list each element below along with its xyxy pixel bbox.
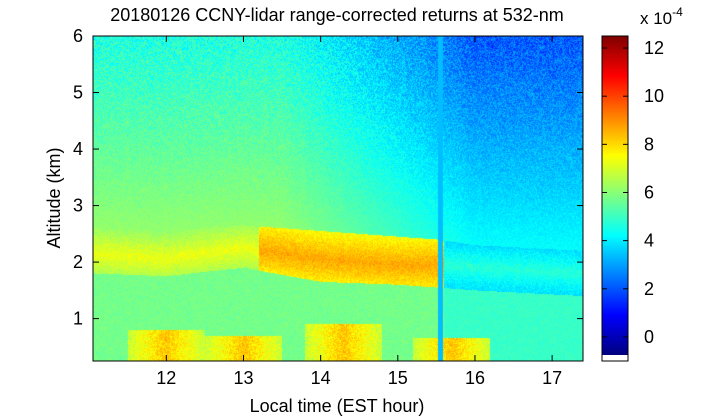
- colorbar: 0 2 4 6 8 10 12: [601, 35, 664, 362]
- y-tick-label: 1: [73, 309, 83, 329]
- colorbar-frame: [601, 35, 629, 362]
- y-tick-label: 4: [73, 139, 83, 159]
- colorbar-gradient: [602, 36, 628, 355]
- colorbar-tick-label: 2: [644, 279, 654, 299]
- x-axis-label: Local time (EST hour): [250, 396, 425, 416]
- colorbar-tick-label: 8: [644, 134, 654, 154]
- y-tick-label: 6: [73, 26, 83, 46]
- colorbar-multiplier-label: x 10-4: [640, 5, 683, 28]
- colorbar-tick-label: 6: [644, 182, 654, 202]
- x-tick-label: 12: [156, 368, 176, 388]
- heatmap-image: [93, 36, 583, 361]
- y-tick-label: 5: [73, 83, 83, 103]
- y-axis-label: Altitude (km): [44, 147, 64, 248]
- y-tick-label: 2: [73, 252, 83, 272]
- plot-frame: [92, 35, 584, 362]
- x-tick-label: 17: [542, 368, 562, 388]
- colorbar-tick-label: 4: [644, 231, 654, 251]
- x-tick-label: 14: [311, 368, 331, 388]
- colorbar-tick-label: 0: [644, 327, 654, 347]
- colorbar-tick-label: 12: [644, 38, 664, 58]
- colorbar-tick-label: 10: [644, 86, 664, 106]
- y-tick-label: 3: [73, 196, 83, 216]
- x-tick-label: 15: [388, 368, 408, 388]
- chart-title: 20180126 CCNY-lidar range-corrected retu…: [110, 5, 564, 25]
- x-tick-label: 13: [233, 368, 253, 388]
- x-tick-label: 16: [465, 368, 485, 388]
